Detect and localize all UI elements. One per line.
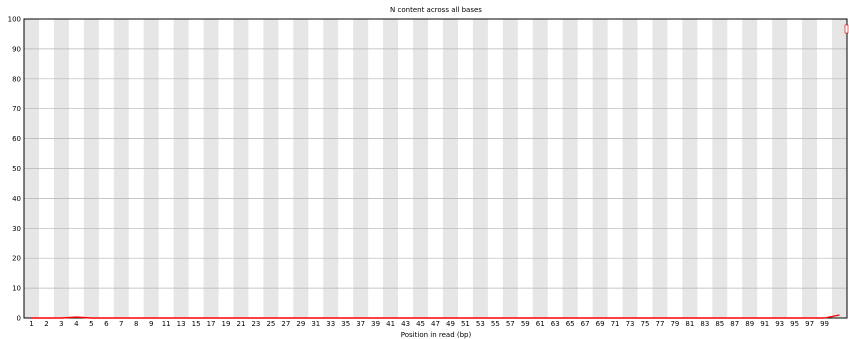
x-tick-label: 61 xyxy=(536,320,545,328)
x-tick-label: 4 xyxy=(74,320,79,328)
x-tick-label: 15 xyxy=(192,320,201,328)
x-tick-label: 19 xyxy=(222,320,231,328)
y-tick-label: 80 xyxy=(12,75,21,83)
x-tick-label: 93 xyxy=(775,320,784,328)
legend-box xyxy=(844,24,849,34)
x-tick-label: 89 xyxy=(745,320,754,328)
y-tick-label: 0 xyxy=(17,315,21,323)
x-tick-label: 95 xyxy=(790,320,799,328)
x-tick-label: 55 xyxy=(491,320,500,328)
x-tick-label: 33 xyxy=(326,320,335,328)
x-tick-label: 57 xyxy=(506,320,515,328)
x-tick-label: 53 xyxy=(476,320,485,328)
x-tick-label: 27 xyxy=(281,320,290,328)
x-tick-label: 11 xyxy=(162,320,171,328)
x-tick-label: 49 xyxy=(446,320,455,328)
x-tick-label: 71 xyxy=(611,320,620,328)
x-tick-label: 63 xyxy=(551,320,560,328)
x-tick-label: 17 xyxy=(207,320,216,328)
x-tick-label: 51 xyxy=(461,320,470,328)
x-tick-label: 9 xyxy=(149,320,153,328)
x-tick-label: 99 xyxy=(820,320,829,328)
x-tick-label: 47 xyxy=(431,320,440,328)
x-tick-label: 83 xyxy=(700,320,709,328)
x-tick-label: 2 xyxy=(44,320,48,328)
x-tick-label: 23 xyxy=(251,320,260,328)
y-tick-label: 30 xyxy=(12,225,21,233)
x-tick-label: 59 xyxy=(521,320,530,328)
x-tick-label: 87 xyxy=(730,320,739,328)
x-tick-label: 3 xyxy=(59,320,63,328)
x-tick-label: 13 xyxy=(177,320,186,328)
x-tick-label: 7 xyxy=(119,320,123,328)
y-tick-label: 60 xyxy=(12,135,21,143)
x-tick-label: 21 xyxy=(237,320,246,328)
x-tick-label: 1 xyxy=(29,320,33,328)
x-tick-label: 97 xyxy=(805,320,814,328)
x-tick-label: 79 xyxy=(670,320,679,328)
y-axis-ticks: 0 10 20 30 40 50 60 70 80 90 100 xyxy=(8,16,21,323)
x-tick-label: 29 xyxy=(296,320,305,328)
x-tick-label: 65 xyxy=(566,320,575,328)
y-tick-label: 100 xyxy=(8,16,21,24)
x-tick-label: 91 xyxy=(760,320,769,328)
x-tick-label: 31 xyxy=(311,320,320,328)
gridlines xyxy=(24,48,847,289)
x-axis-ticks: 1 2 3 4 5 6 7 8 9 11 13 15 17 19 21 23 25 27 29 31 33 35 37 39 4… xyxy=(29,320,829,328)
x-tick-label: 37 xyxy=(356,320,365,328)
x-tick-label: 45 xyxy=(416,320,425,328)
x-tick-label: 6 xyxy=(104,320,109,328)
x-tick-label: 75 xyxy=(641,320,650,328)
y-tick-label: 90 xyxy=(12,45,21,53)
x-tick-label: 39 xyxy=(371,320,380,328)
y-tick-label: 50 xyxy=(12,165,21,173)
x-tick-label: 43 xyxy=(401,320,410,328)
legend xyxy=(844,24,849,34)
series-lines xyxy=(31,314,840,319)
x-tick-label: 69 xyxy=(596,320,605,328)
chart-title: N content across all bases xyxy=(390,6,482,14)
x-tick-label: 81 xyxy=(685,320,694,328)
x-tick-label: 35 xyxy=(341,320,350,328)
x-tick-label: 25 xyxy=(266,320,275,328)
x-tick-label: 5 xyxy=(89,320,93,328)
x-tick-label: 67 xyxy=(581,320,590,328)
y-tick-label: 70 xyxy=(12,105,21,113)
x-tick-label: 77 xyxy=(655,320,664,328)
y-tick-label: 20 xyxy=(12,255,21,263)
y-tick-label: 10 xyxy=(12,285,21,293)
x-tick-label: 41 xyxy=(386,320,395,328)
y-tick-label: 40 xyxy=(12,195,21,203)
x-axis-label: Position in read (bp) xyxy=(401,331,472,339)
x-tick-label: 85 xyxy=(715,320,724,328)
x-tick-label: 8 xyxy=(134,320,138,328)
x-tick-label: 73 xyxy=(626,320,635,328)
